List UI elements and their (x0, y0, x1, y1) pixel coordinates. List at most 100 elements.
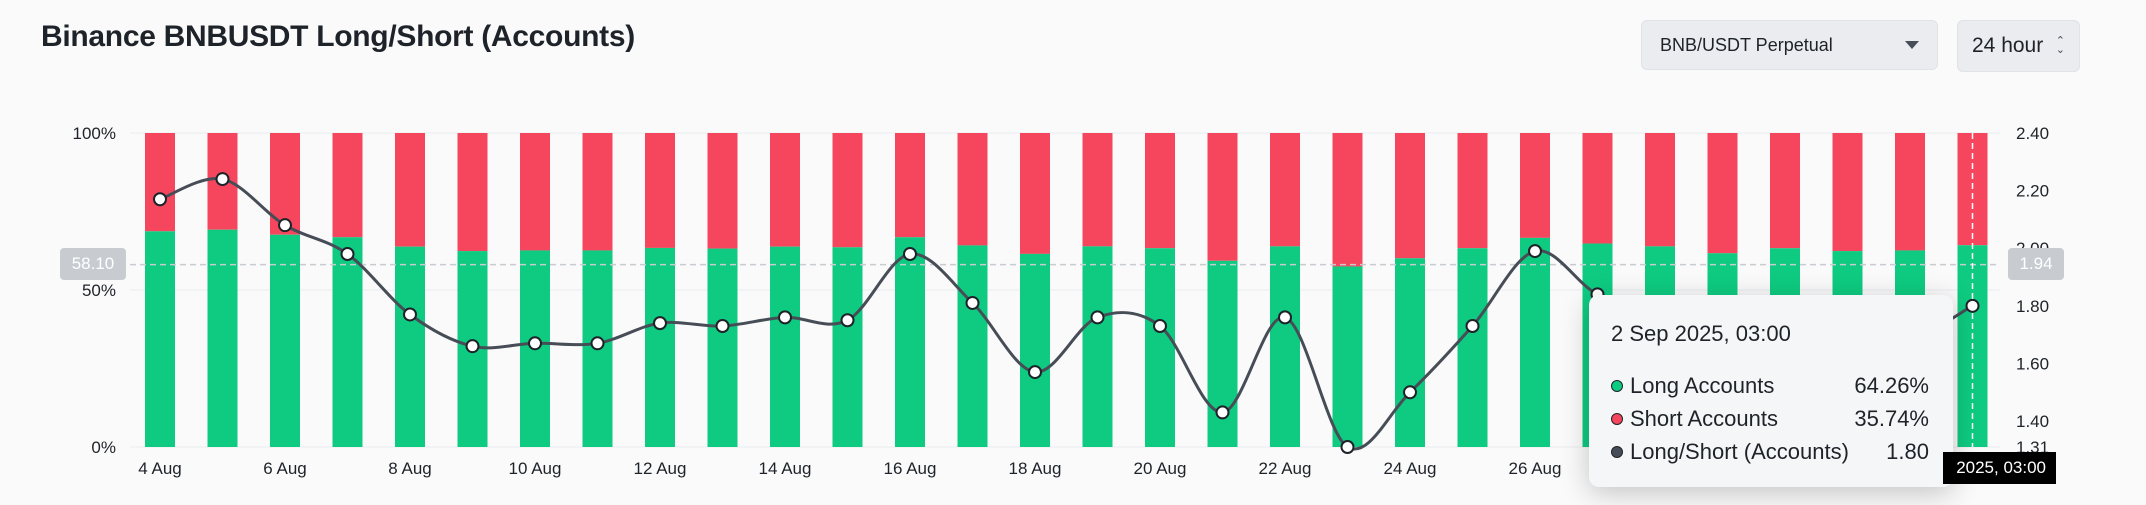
short-bar (457, 133, 488, 252)
short-bar (1582, 133, 1613, 244)
long-bar (145, 231, 175, 447)
ratio-legend-icon (1611, 445, 1623, 458)
x-tick-label: 8 Aug (388, 459, 432, 478)
long-bar (1082, 246, 1113, 447)
tooltip-row-ratio: Long/Short (Accounts) 1.80 (1611, 435, 1929, 468)
chart-title: Binance BNBUSDT Long/Short (Accounts) (41, 20, 635, 53)
short-bar (1395, 133, 1425, 259)
short-bar (1770, 133, 1800, 249)
y-right-tick-label: 2.20 (2016, 182, 2049, 201)
ratio-point (1278, 310, 1292, 325)
short-bar (1832, 133, 1863, 252)
ratio-point (1153, 319, 1167, 334)
long-bar (1145, 248, 1175, 447)
symbol-select[interactable]: BNB/USDT Perpetual (1641, 20, 1938, 70)
long-bar (770, 246, 800, 447)
tooltip-label: Long Accounts (1630, 372, 1775, 398)
long-bar (207, 229, 238, 447)
y-right-tick-label: 1.40 (2016, 412, 2049, 431)
ratio-point (403, 307, 417, 322)
x-tick-label: 20 Aug (1134, 459, 1187, 478)
long-bar (332, 237, 363, 447)
tooltip-row-short: Short Accounts 35.74% (1611, 402, 1929, 435)
y-left-tick-label: 50% (82, 281, 116, 300)
tooltip-label: Short Accounts (1630, 405, 1778, 431)
x-tick-label: 18 Aug (1009, 459, 1062, 478)
long-bar (832, 247, 863, 447)
x-tick-label: 26 Aug (1509, 459, 1562, 478)
crosshair-right-value: 1.94 (2008, 248, 2064, 280)
ratio-point (653, 316, 667, 331)
ratio-point (1090, 310, 1105, 325)
short-bar (1207, 133, 1238, 261)
y-left-tick-label: 0% (91, 438, 116, 457)
ratio-point (528, 336, 542, 351)
ratio-point (715, 319, 730, 334)
ratio-point (215, 172, 230, 187)
short-bar (520, 133, 550, 251)
short-legend-icon (1611, 412, 1623, 425)
ratio-point (1028, 365, 1042, 380)
tooltip-label: Long/Short (Accounts) (1630, 438, 1849, 464)
tooltip-value: 1.80 (1886, 438, 1929, 464)
short-bar (1020, 133, 1050, 254)
y-left-tick-label: 100% (73, 124, 116, 143)
short-bar (895, 133, 925, 238)
ratio-point (340, 246, 355, 261)
long-bar (1395, 258, 1425, 447)
tooltip-value: 64.26% (1854, 372, 1929, 398)
crosshair-left-value: 58.10 (60, 248, 126, 280)
ratio-point (1465, 319, 1480, 334)
long-bar (1270, 246, 1300, 447)
long-bar (1520, 237, 1550, 447)
sort-arrows-icon: ⌃ ⌄ (2055, 35, 2065, 56)
ratio-point (1965, 298, 1980, 313)
long-bar (957, 245, 988, 447)
y-right-tick-label: 1.80 (2016, 297, 2049, 316)
ratio-point (1528, 244, 1542, 259)
long-bar (395, 246, 425, 447)
short-bar (1520, 133, 1550, 238)
x-tick-label: 22 Aug (1259, 459, 1312, 478)
chevron-down-icon (1905, 41, 1919, 49)
x-tick-label: 16 Aug (884, 459, 937, 478)
short-bar (1895, 133, 1925, 251)
x-tick-label: 4 Aug (138, 459, 182, 478)
tooltip-title: 2 Sep 2025, 03:00 (1611, 321, 1791, 346)
ratio-point (1215, 405, 1230, 420)
ratio-point (465, 339, 480, 354)
tooltip-row-long: Long Accounts 64.26% (1611, 369, 1929, 402)
short-bar (1457, 133, 1488, 249)
period-select[interactable]: 24 hour ⌃ ⌄ (1957, 20, 2080, 72)
x-tick-label: 24 Aug (1384, 459, 1437, 478)
x-tick-label: 14 Aug (759, 459, 812, 478)
long-bar (707, 248, 738, 447)
long-bar (270, 234, 300, 447)
long-bar (1020, 253, 1050, 447)
ratio-point (1403, 385, 1417, 400)
ratio-point (1340, 440, 1355, 454)
short-bar (707, 133, 738, 249)
short-bar (332, 133, 363, 238)
ratio-point (840, 313, 855, 328)
short-bar (1645, 133, 1675, 247)
y-right-tick-label: 2.40 (2016, 124, 2049, 143)
period-select-value: 24 hour (1972, 34, 2044, 57)
short-bar (1082, 133, 1113, 247)
tooltip: 2 Sep 2025, 03:00 Long Accounts 64.26% S… (1589, 295, 1953, 487)
ratio-point (590, 336, 605, 351)
short-bar (1270, 133, 1300, 247)
short-bar (1145, 133, 1175, 249)
long-bar (1457, 248, 1488, 447)
long-bar (895, 237, 925, 447)
symbol-select-value: BNB/USDT Perpetual (1660, 34, 1833, 55)
x-tick-label: 6 Aug (263, 459, 307, 478)
ratio-point (965, 295, 980, 310)
short-bar (645, 133, 675, 248)
ratio-point (903, 246, 917, 261)
short-bar (832, 133, 863, 248)
long-bar (645, 247, 675, 447)
short-bar (395, 133, 425, 247)
y-right-tick-label: 1.60 (2016, 354, 2049, 373)
short-bar (582, 133, 613, 251)
